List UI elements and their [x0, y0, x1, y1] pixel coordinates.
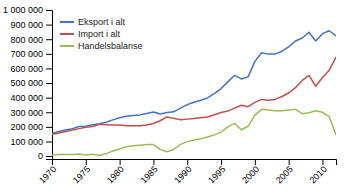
x-tick: 1990	[172, 159, 193, 185]
chart: 1970 1975 1980 1985 1990 1995 2000 2005 2010 0 100…	[0, 0, 350, 195]
x-tick: 1980	[105, 159, 126, 185]
y-tick: 700 000	[10, 49, 52, 59]
y-tick-label: 100 000	[10, 137, 43, 147]
y-tick-mark	[46, 156, 52, 157]
y-tick: 0	[38, 151, 52, 161]
x-tick-label: 2005	[274, 164, 295, 185]
x-tick-label: 2010	[308, 164, 329, 185]
y-tick-mark	[46, 68, 52, 69]
y-tick: 1 000 000	[3, 5, 52, 15]
y-tick-label: 600 000	[10, 64, 43, 74]
y-tick-mark	[46, 54, 52, 55]
x-tick: 1970	[37, 159, 58, 185]
y-tick-mark	[46, 112, 52, 113]
x-tick: 2000	[240, 159, 261, 185]
legend-label: Import i alt	[78, 29, 121, 39]
x-tick: 2005	[274, 159, 295, 185]
y-tick-label: 400 000	[10, 93, 43, 103]
x-tick-label: 1990	[172, 164, 193, 185]
x-tick-label: 2000	[240, 164, 261, 185]
legend-swatch	[60, 21, 74, 23]
legend-swatch	[60, 33, 74, 35]
y-tick: 200 000	[10, 122, 52, 132]
x-tick-mark	[120, 159, 121, 165]
x-tick-label: 1995	[206, 164, 227, 185]
x-tick-mark	[187, 159, 188, 165]
y-tick-mark	[46, 127, 52, 128]
series-line	[52, 109, 336, 155]
legend-label: Eksport i alt	[78, 17, 126, 27]
x-tick-mark	[289, 159, 290, 165]
y-tick-label: 200 000	[10, 122, 43, 132]
x-tick-mark	[322, 159, 323, 165]
y-tick: 600 000	[10, 64, 52, 74]
y-tick-mark	[46, 141, 52, 142]
x-tick-mark	[255, 159, 256, 165]
legend-label: Handelsbalanse	[78, 41, 143, 51]
legend-background	[56, 12, 147, 56]
y-tick-label: 700 000	[10, 49, 43, 59]
x-tick-label: 1985	[139, 164, 160, 185]
y-axis: 0 100 000 200 000 300 000 400 000 500 000 600 …	[3, 5, 53, 161]
y-tick: 300 000	[10, 108, 52, 118]
y-tick-label: 1 000 000	[3, 5, 43, 15]
y-tick-label: 500 000	[10, 78, 43, 88]
x-tick-mark	[86, 159, 87, 165]
y-tick-label: 800 000	[10, 35, 43, 45]
series-line	[52, 57, 336, 134]
y-tick-mark	[46, 39, 52, 40]
y-tick-mark	[46, 83, 52, 84]
series-group	[52, 31, 336, 156]
x-tick: 1995	[206, 159, 227, 185]
y-tick: 400 000	[10, 93, 52, 103]
y-tick-mark	[46, 10, 52, 11]
x-tick: 2010	[308, 159, 329, 185]
x-tick: 1985	[139, 159, 160, 185]
x-tick-label: 1980	[105, 164, 126, 185]
y-tick: 100 000	[10, 137, 52, 147]
y-tick-mark	[46, 98, 52, 99]
x-axis: 1970 1975 1980 1985 1990 1995 2000 2005 2010	[37, 159, 336, 185]
x-tick: 1975	[71, 159, 92, 185]
y-tick: 500 000	[10, 78, 52, 88]
y-tick-mark	[46, 25, 52, 26]
x-axis-line	[53, 160, 337, 166]
x-tick-mark	[153, 159, 154, 165]
y-tick: 900 000	[10, 20, 52, 30]
y-tick-label: 300 000	[10, 108, 43, 118]
y-tick: 800 000	[10, 35, 52, 45]
plot: 1970 1975 1980 1985 1990 1995 2000 2005 2010 0 100…	[3, 5, 337, 185]
legend-swatch	[60, 45, 74, 47]
x-tick-label: 1970	[37, 164, 58, 185]
x-tick-label: 1975	[71, 164, 92, 185]
y-tick-label: 0	[38, 151, 43, 161]
y-tick-label: 900 000	[10, 20, 43, 30]
y-axis-line	[46, 11, 53, 160]
x-tick-mark	[221, 159, 222, 165]
legend: Eksport i alt Import i alt Handelsbalanse	[56, 12, 147, 56]
